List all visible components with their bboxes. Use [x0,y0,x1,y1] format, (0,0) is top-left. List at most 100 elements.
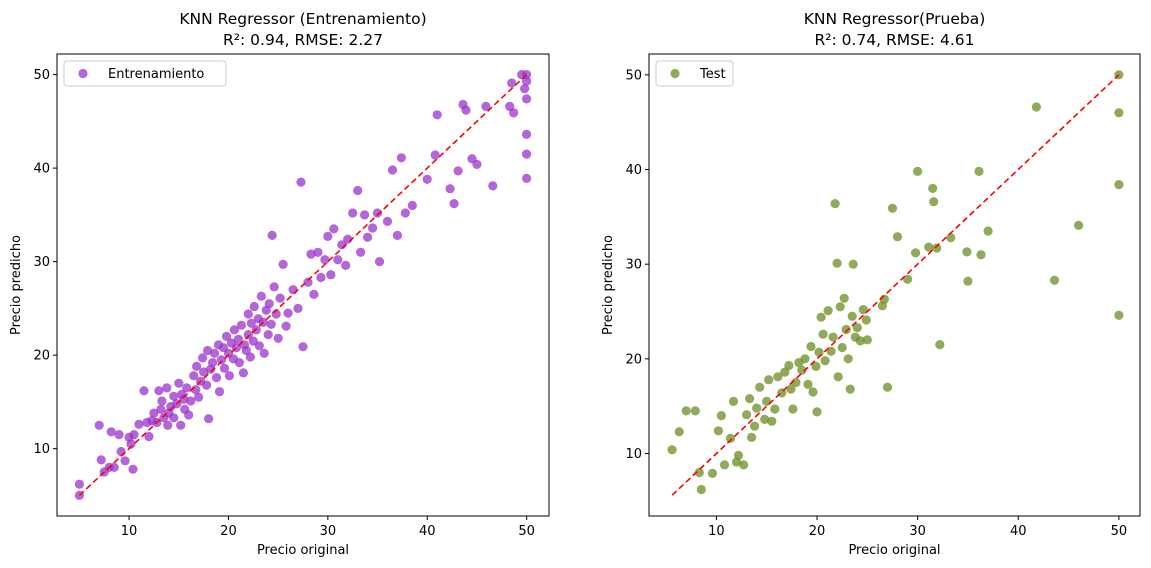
data-point [194,392,204,402]
data-point [263,330,273,340]
data-point [806,341,816,352]
data-point [946,233,956,243]
train-panel: 10 20 30 40 50 10 20 30 40 50 Precio original Preci… [9,10,550,558]
chart-title: KNN Regressor(Prueba) [804,10,986,28]
data-point [203,345,213,356]
data-point [858,305,868,315]
data-point [128,464,138,474]
data-point [803,379,813,389]
data-point [674,427,684,437]
data-point [306,249,316,259]
data-point [762,396,772,406]
data-point [326,270,336,280]
data-point [129,430,139,440]
data-point [752,403,762,413]
data-point [266,319,276,329]
data-point [313,247,323,257]
identity-line [671,74,1120,496]
data-point [134,419,144,429]
data-point [323,231,333,241]
data-point [928,183,938,193]
data-point [94,420,104,430]
x-tick-label: 40 [1010,524,1027,539]
data-point [233,334,243,344]
axes-frame [648,53,1141,517]
data-point [852,323,862,333]
x-tick-label: 20 [220,524,237,539]
data-point [1031,102,1041,112]
data-point [162,383,172,393]
data-point [211,373,222,383]
data-point [109,462,119,472]
data-point [837,342,847,353]
data-point [728,396,739,406]
data-point [733,450,744,460]
data-point [249,301,259,312]
data-point [245,352,255,362]
data-point [407,200,417,211]
data-point [911,248,921,258]
data-point [507,78,517,88]
data-point [396,153,406,163]
data-point [176,420,186,430]
data-point [219,363,230,373]
data-point [363,232,373,242]
data-point [830,199,840,209]
data-point [713,426,724,436]
data-point [1114,180,1124,190]
data-point [747,432,757,442]
y-tick-label: 40 [33,162,50,177]
data-point [387,165,398,175]
data-point [816,312,826,322]
data-point [797,365,807,375]
data-point [690,406,700,416]
data-point [913,166,923,176]
data-point [820,356,830,366]
data-point [855,336,865,346]
data-point [192,361,202,371]
data-point [298,342,308,352]
data-point [719,460,730,470]
data-point [808,387,818,397]
data-point [760,414,770,424]
data-point [681,406,691,416]
legend: Entrenamiento [63,60,227,87]
data-point [522,129,532,139]
data-point [189,371,199,381]
chart-subtitle: R²: 0.74, RMSE: 4.61 [815,31,975,49]
data-point [156,404,166,414]
x-tick-label: 10 [708,524,725,539]
data-point [208,358,218,368]
y-tick-label: 40 [625,163,642,178]
legend-box [63,60,227,87]
data-point [786,384,796,394]
legend-marker [78,68,88,79]
data-point [974,166,984,176]
y-tick-label: 30 [625,258,642,273]
data-point [259,348,269,358]
data-point [788,404,798,414]
data-point [976,250,986,260]
data-point [74,479,84,489]
data-point [1074,220,1084,230]
x-axis-label: Precio original [257,543,349,558]
x-tick-label: 50 [1111,524,1128,539]
data-point [243,330,253,340]
data-point [694,467,704,478]
data-point [932,243,942,253]
identity-line [78,73,528,497]
data-point [755,382,765,392]
data-point [823,306,833,316]
data-point [149,408,159,418]
data-point [214,387,225,397]
data-point [198,353,208,363]
data-point [848,259,858,269]
legend-box [655,60,734,87]
data-point [422,174,432,184]
data-point [273,333,283,343]
data-point [202,380,212,390]
series-0-points [74,70,532,500]
data-point [116,446,126,457]
data-point [221,331,232,341]
